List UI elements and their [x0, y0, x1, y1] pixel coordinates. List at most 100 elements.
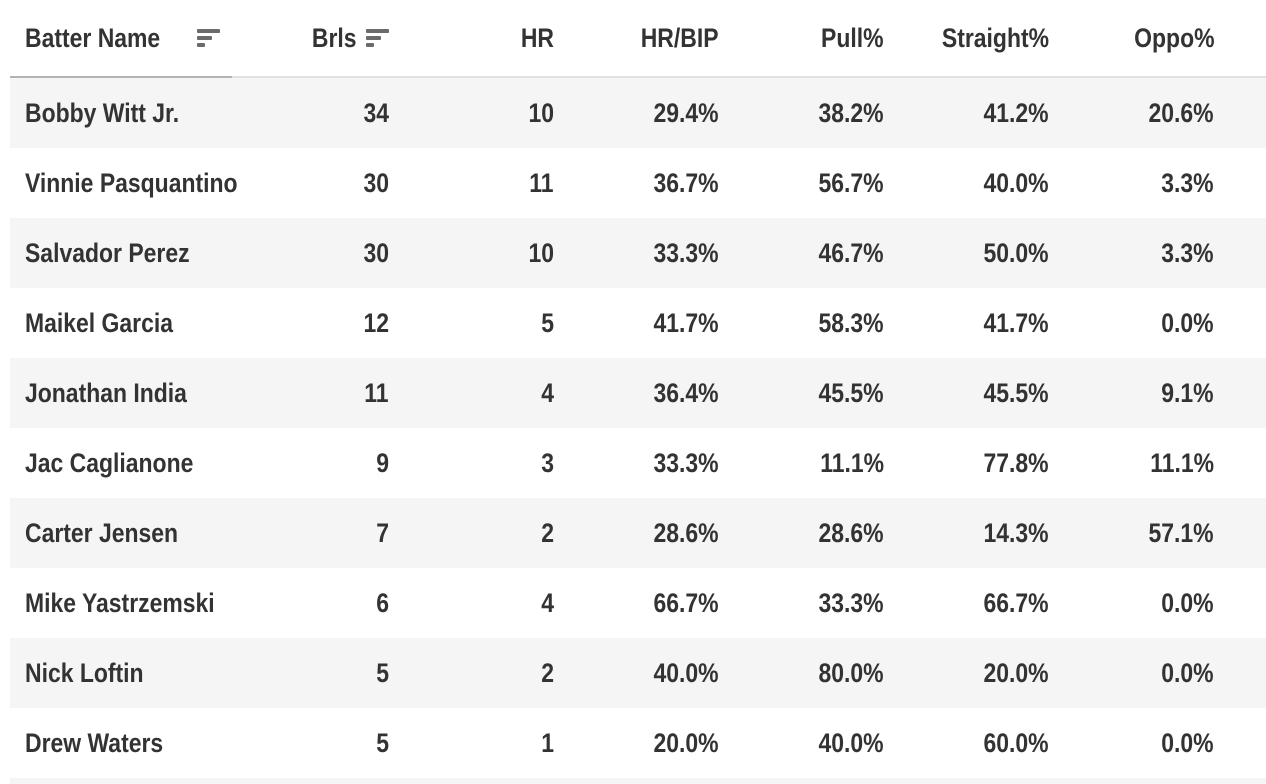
table-row: Vinnie Pasquantino 30 11 36.7% 56.7% 40.… [10, 148, 1266, 218]
pull-pct-value: 56.7% [818, 167, 884, 198]
brls-value: 12 [363, 307, 389, 338]
pull-pct-cell: 46.7% [727, 218, 892, 288]
hr-bip-cell: 33.3% [562, 428, 727, 498]
col-header-straight-pct[interactable]: Straight% [892, 0, 1057, 78]
straight-pct-value: 77.8% [983, 447, 1049, 478]
pull-pct-value: 46.7% [818, 237, 884, 268]
col-header-label: Oppo% [1133, 22, 1214, 53]
pull-pct-value: 38.2% [818, 97, 884, 128]
straight-pct-cell: 14.3% [892, 498, 1057, 568]
brls-value: 30 [363, 167, 389, 198]
hr-bip-value: 20.0% [653, 727, 719, 758]
hr-bip-value: 36.7% [653, 167, 719, 198]
pull-pct-cell: 58.3% [727, 288, 892, 358]
straight-pct-value: 60.0% [983, 727, 1049, 758]
table-row: Bobby Witt Jr. 34 10 29.4% 38.2% 41.2% 2… [10, 78, 1266, 148]
hr-cell: 10 [397, 78, 562, 148]
row-filler [1222, 218, 1266, 288]
oppo-pct-cell: 57.1% [1057, 498, 1222, 568]
sort-descending-icon[interactable] [197, 29, 221, 47]
hr-value: 4 [541, 377, 554, 408]
oppo-pct-value: 0.0% [1161, 587, 1214, 618]
pull-pct-value: 11.1% [820, 447, 884, 478]
hr-cell: 1 [397, 708, 562, 778]
brls-cell: 7 [232, 498, 397, 568]
hr-bip-cell: 28.6% [562, 498, 727, 568]
col-header-oppo-pct[interactable]: Oppo% [1057, 0, 1222, 78]
table-header-row: Batter Name Brls HR HR/BIP Pull% Straigh… [10, 0, 1266, 78]
row-filler [1222, 148, 1266, 218]
hr-bip-cell: 41.7% [562, 288, 727, 358]
straight-pct-value: 40.0% [983, 167, 1049, 198]
batter-name: Bobby Witt Jr. [25, 97, 180, 128]
hr-value: 4 [541, 587, 554, 618]
hr-bip-cell: 20.0% [562, 708, 727, 778]
hr-bip-value: 36.4% [653, 377, 719, 408]
sort-descending-icon[interactable] [366, 29, 389, 47]
brls-value: 34 [363, 97, 389, 128]
hr-cell: 4 [397, 568, 562, 638]
batter-name: Jonathan India [25, 377, 187, 408]
straight-pct-cell: 40.0% [892, 148, 1057, 218]
straight-pct-cell: 41.2% [892, 78, 1057, 148]
oppo-pct-value: 57.1% [1148, 517, 1214, 548]
row-filler [1222, 358, 1266, 428]
straight-pct-value: 45.5% [983, 377, 1049, 408]
col-header-hr[interactable]: HR [397, 0, 562, 78]
batter-name-cell: Salvador Perez [10, 218, 232, 288]
hr-cell: 2 [397, 638, 562, 708]
hr-cell: 2 [397, 498, 562, 568]
brls-value: 5 [376, 727, 389, 758]
straight-pct-cell: 77.8% [892, 428, 1057, 498]
table-row: Nick Loftin 5 2 40.0% 80.0% 20.0% 0.0% [10, 638, 1266, 708]
col-header-pull-pct[interactable]: Pull% [727, 0, 892, 78]
hr-bip-value: 33.3% [653, 447, 719, 478]
pull-pct-cell: 56.7% [727, 148, 892, 218]
straight-pct-cell: 45.5% [892, 358, 1057, 428]
oppo-pct-value: 0.0% [1161, 657, 1214, 688]
table-row: Maikel Garcia 12 5 41.7% 58.3% 41.7% 0.0… [10, 288, 1266, 358]
oppo-pct-cell: 20.6% [1057, 78, 1222, 148]
batter-name: Salvador Perez [25, 237, 190, 268]
batter-name: Drew Waters [25, 727, 164, 758]
batter-name: Jac Caglianone [25, 447, 194, 478]
hr-bip-value: 28.6% [653, 517, 719, 548]
oppo-pct-cell: 0.0% [1057, 568, 1222, 638]
batter-name-cell: Jac Caglianone [10, 428, 232, 498]
col-header-hr-bip[interactable]: HR/BIP [562, 0, 727, 78]
hr-value: 1 [541, 727, 554, 758]
batter-name: Carter Jensen [25, 517, 179, 548]
pull-pct-cell: 11.1% [727, 428, 892, 498]
straight-pct-value: 41.7% [983, 307, 1049, 338]
brls-cell: 34 [232, 78, 397, 148]
col-header-brls[interactable]: Brls [232, 0, 397, 78]
straight-pct-value: 50.0% [983, 237, 1049, 268]
col-header-label: Straight% [941, 22, 1049, 53]
col-header-batter-name[interactable]: Batter Name [10, 0, 232, 78]
hr-value: 5 [541, 307, 554, 338]
brls-cell: 30 [232, 218, 397, 288]
brls-cell: 9 [232, 428, 397, 498]
pull-pct-value: 45.5% [818, 377, 884, 408]
table-row: Carter Jensen 7 2 28.6% 28.6% 14.3% 57.1… [10, 498, 1266, 568]
row-filler [1222, 708, 1266, 778]
hr-value: 10 [528, 97, 554, 128]
pull-pct-value: 28.6% [818, 517, 884, 548]
batter-name: Vinnie Pasquantino [25, 167, 238, 198]
hr-bip-cell: 33.3% [562, 218, 727, 288]
oppo-pct-cell: 0.0% [1057, 288, 1222, 358]
row-filler [1222, 428, 1266, 498]
brls-cell: 5 [232, 708, 397, 778]
oppo-pct-cell: 9.1% [1057, 358, 1222, 428]
hr-bip-value: 66.7% [653, 587, 719, 618]
batter-name-cell: Drew Waters [10, 708, 232, 778]
pull-pct-value: 80.0% [818, 657, 884, 688]
col-header-label: HR/BIP [641, 22, 719, 53]
row-filler [1222, 638, 1266, 708]
hr-bip-value: 41.7% [653, 307, 719, 338]
batter-name: Maikel Garcia [25, 307, 173, 338]
hr-cell: 3 [397, 428, 562, 498]
row-filler [1222, 498, 1266, 568]
brls-value: 9 [376, 447, 389, 478]
straight-pct-value: 14.3% [983, 517, 1049, 548]
